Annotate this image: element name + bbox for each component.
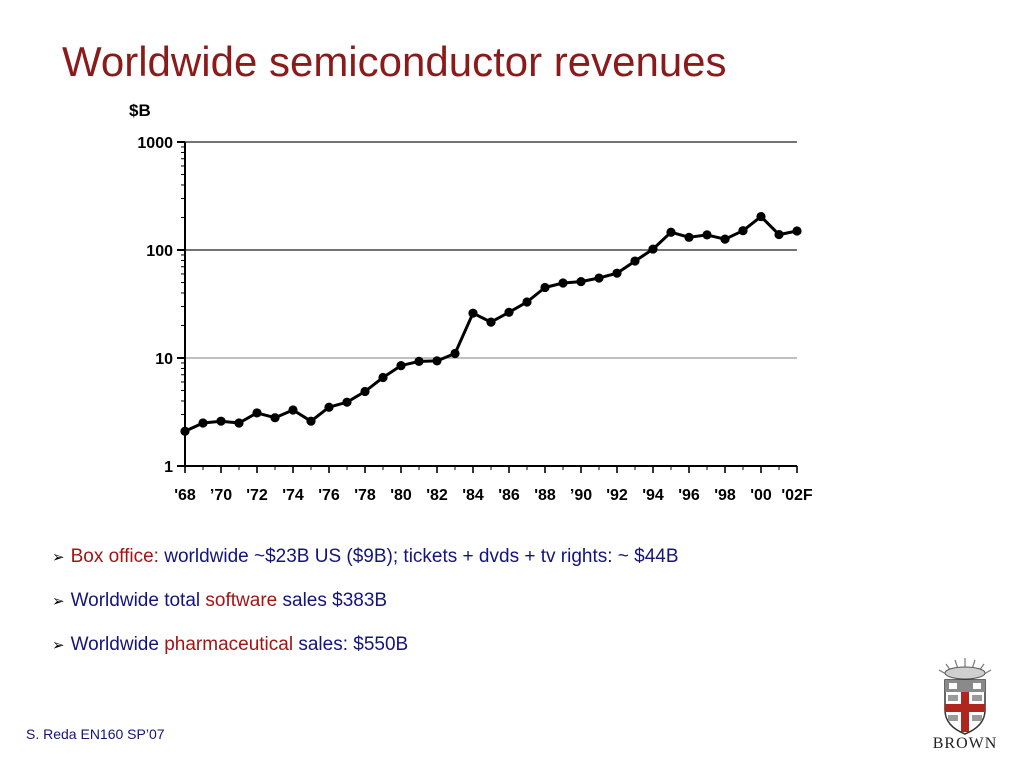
data-point	[738, 226, 748, 236]
x-tick-label: '82	[426, 487, 448, 504]
data-point	[450, 348, 460, 359]
data-point	[378, 372, 388, 383]
bullet-list: ➢ Box office: worldwide ~$23B US ($9B); t…	[52, 546, 679, 678]
slide-title: Worldwide semiconductor revenues	[62, 38, 727, 85]
arrow-bullet-icon: ➢	[52, 549, 65, 566]
data-point	[558, 278, 568, 288]
data-point	[792, 226, 802, 236]
data-point	[486, 317, 496, 327]
x-tick-label: ’90	[570, 487, 592, 504]
y-axis-unit-label: $B	[129, 101, 151, 120]
data-point	[324, 402, 334, 412]
data-point	[198, 418, 208, 428]
data-point	[342, 397, 352, 407]
x-tick-label: '00	[750, 487, 772, 504]
data-point	[666, 227, 676, 237]
x-tick-label: '02F	[781, 487, 813, 504]
bullet-text: worldwide ~$23B US ($9B); tickets + dvds…	[158, 546, 679, 567]
bullet-highlight: pharmaceutical	[164, 634, 294, 655]
data-point	[180, 426, 190, 436]
x-tick-label: '78	[354, 487, 376, 504]
bullet-text: Worldwide	[70, 634, 165, 655]
data-point	[360, 386, 370, 397]
bullet-text: Worldwide total	[70, 590, 206, 611]
bullet-text: sales: $550B	[293, 634, 409, 655]
data-point	[576, 276, 586, 287]
x-tick-label: '86	[498, 487, 520, 504]
revenue-chart: 1 10 100 1000 '68 ’70 '72 '74 '76 '78 '80 '82 '84 '8…	[129, 101, 813, 504]
data-point	[414, 356, 424, 367]
bullet-software: ➢ Worldwide total software sales $383B	[52, 590, 679, 613]
data-point	[288, 405, 298, 415]
data-point	[504, 307, 514, 317]
bullet-text: sales $383B	[277, 590, 388, 611]
data-point	[756, 211, 766, 222]
data-point	[702, 230, 712, 240]
data-point	[306, 416, 316, 426]
brown-wordmark: BROWN	[933, 735, 998, 752]
x-tick-label: '88	[534, 487, 556, 504]
bullet-highlight: Box office:	[70, 546, 159, 567]
bullet-pharmaceutical: ➢ Worldwide pharmaceutical sales: $550B	[52, 634, 679, 657]
footer-credit: S. Reda EN160 SP’07	[26, 726, 165, 742]
y-tick-label: 10	[155, 351, 173, 368]
data-point	[522, 297, 532, 307]
data-point	[432, 356, 442, 366]
x-tick-label: '84	[462, 487, 484, 504]
bullet-box-office: ➢ Box office: worldwide ~$23B US ($9B); t…	[52, 546, 679, 569]
y-tick-label: 100	[146, 243, 173, 260]
bullet-highlight: software	[205, 590, 278, 611]
data-point	[594, 273, 604, 283]
data-point	[630, 256, 640, 266]
x-tick-label: '98	[714, 487, 736, 504]
brown-university-seal-icon: BROWN	[933, 658, 998, 752]
x-tick-label: '72	[246, 487, 268, 504]
arrow-bullet-icon: ➢	[52, 593, 65, 610]
data-point	[396, 361, 406, 371]
x-tick-label: '80	[390, 487, 412, 504]
data-point	[216, 416, 226, 426]
y-tick-label: 1000	[137, 135, 173, 152]
x-tick-label: '94	[642, 487, 664, 504]
data-point	[468, 308, 478, 318]
data-point	[270, 413, 280, 423]
data-point	[612, 268, 622, 278]
data-point	[540, 282, 550, 293]
x-tick-label: '92	[606, 487, 628, 504]
x-tick-label: '68	[174, 487, 196, 504]
data-point	[648, 244, 658, 254]
data-point	[774, 229, 784, 240]
x-tick-label: '74	[282, 487, 304, 504]
x-tick-label: ’70	[210, 487, 232, 504]
data-point	[234, 418, 244, 428]
x-tick-label: '76	[318, 487, 340, 504]
data-point	[252, 408, 262, 418]
data-point	[684, 232, 694, 242]
data-point	[720, 234, 730, 244]
x-tick-label: '96	[678, 487, 700, 504]
arrow-bullet-icon: ➢	[52, 637, 65, 654]
y-tick-label: 1	[164, 459, 173, 476]
